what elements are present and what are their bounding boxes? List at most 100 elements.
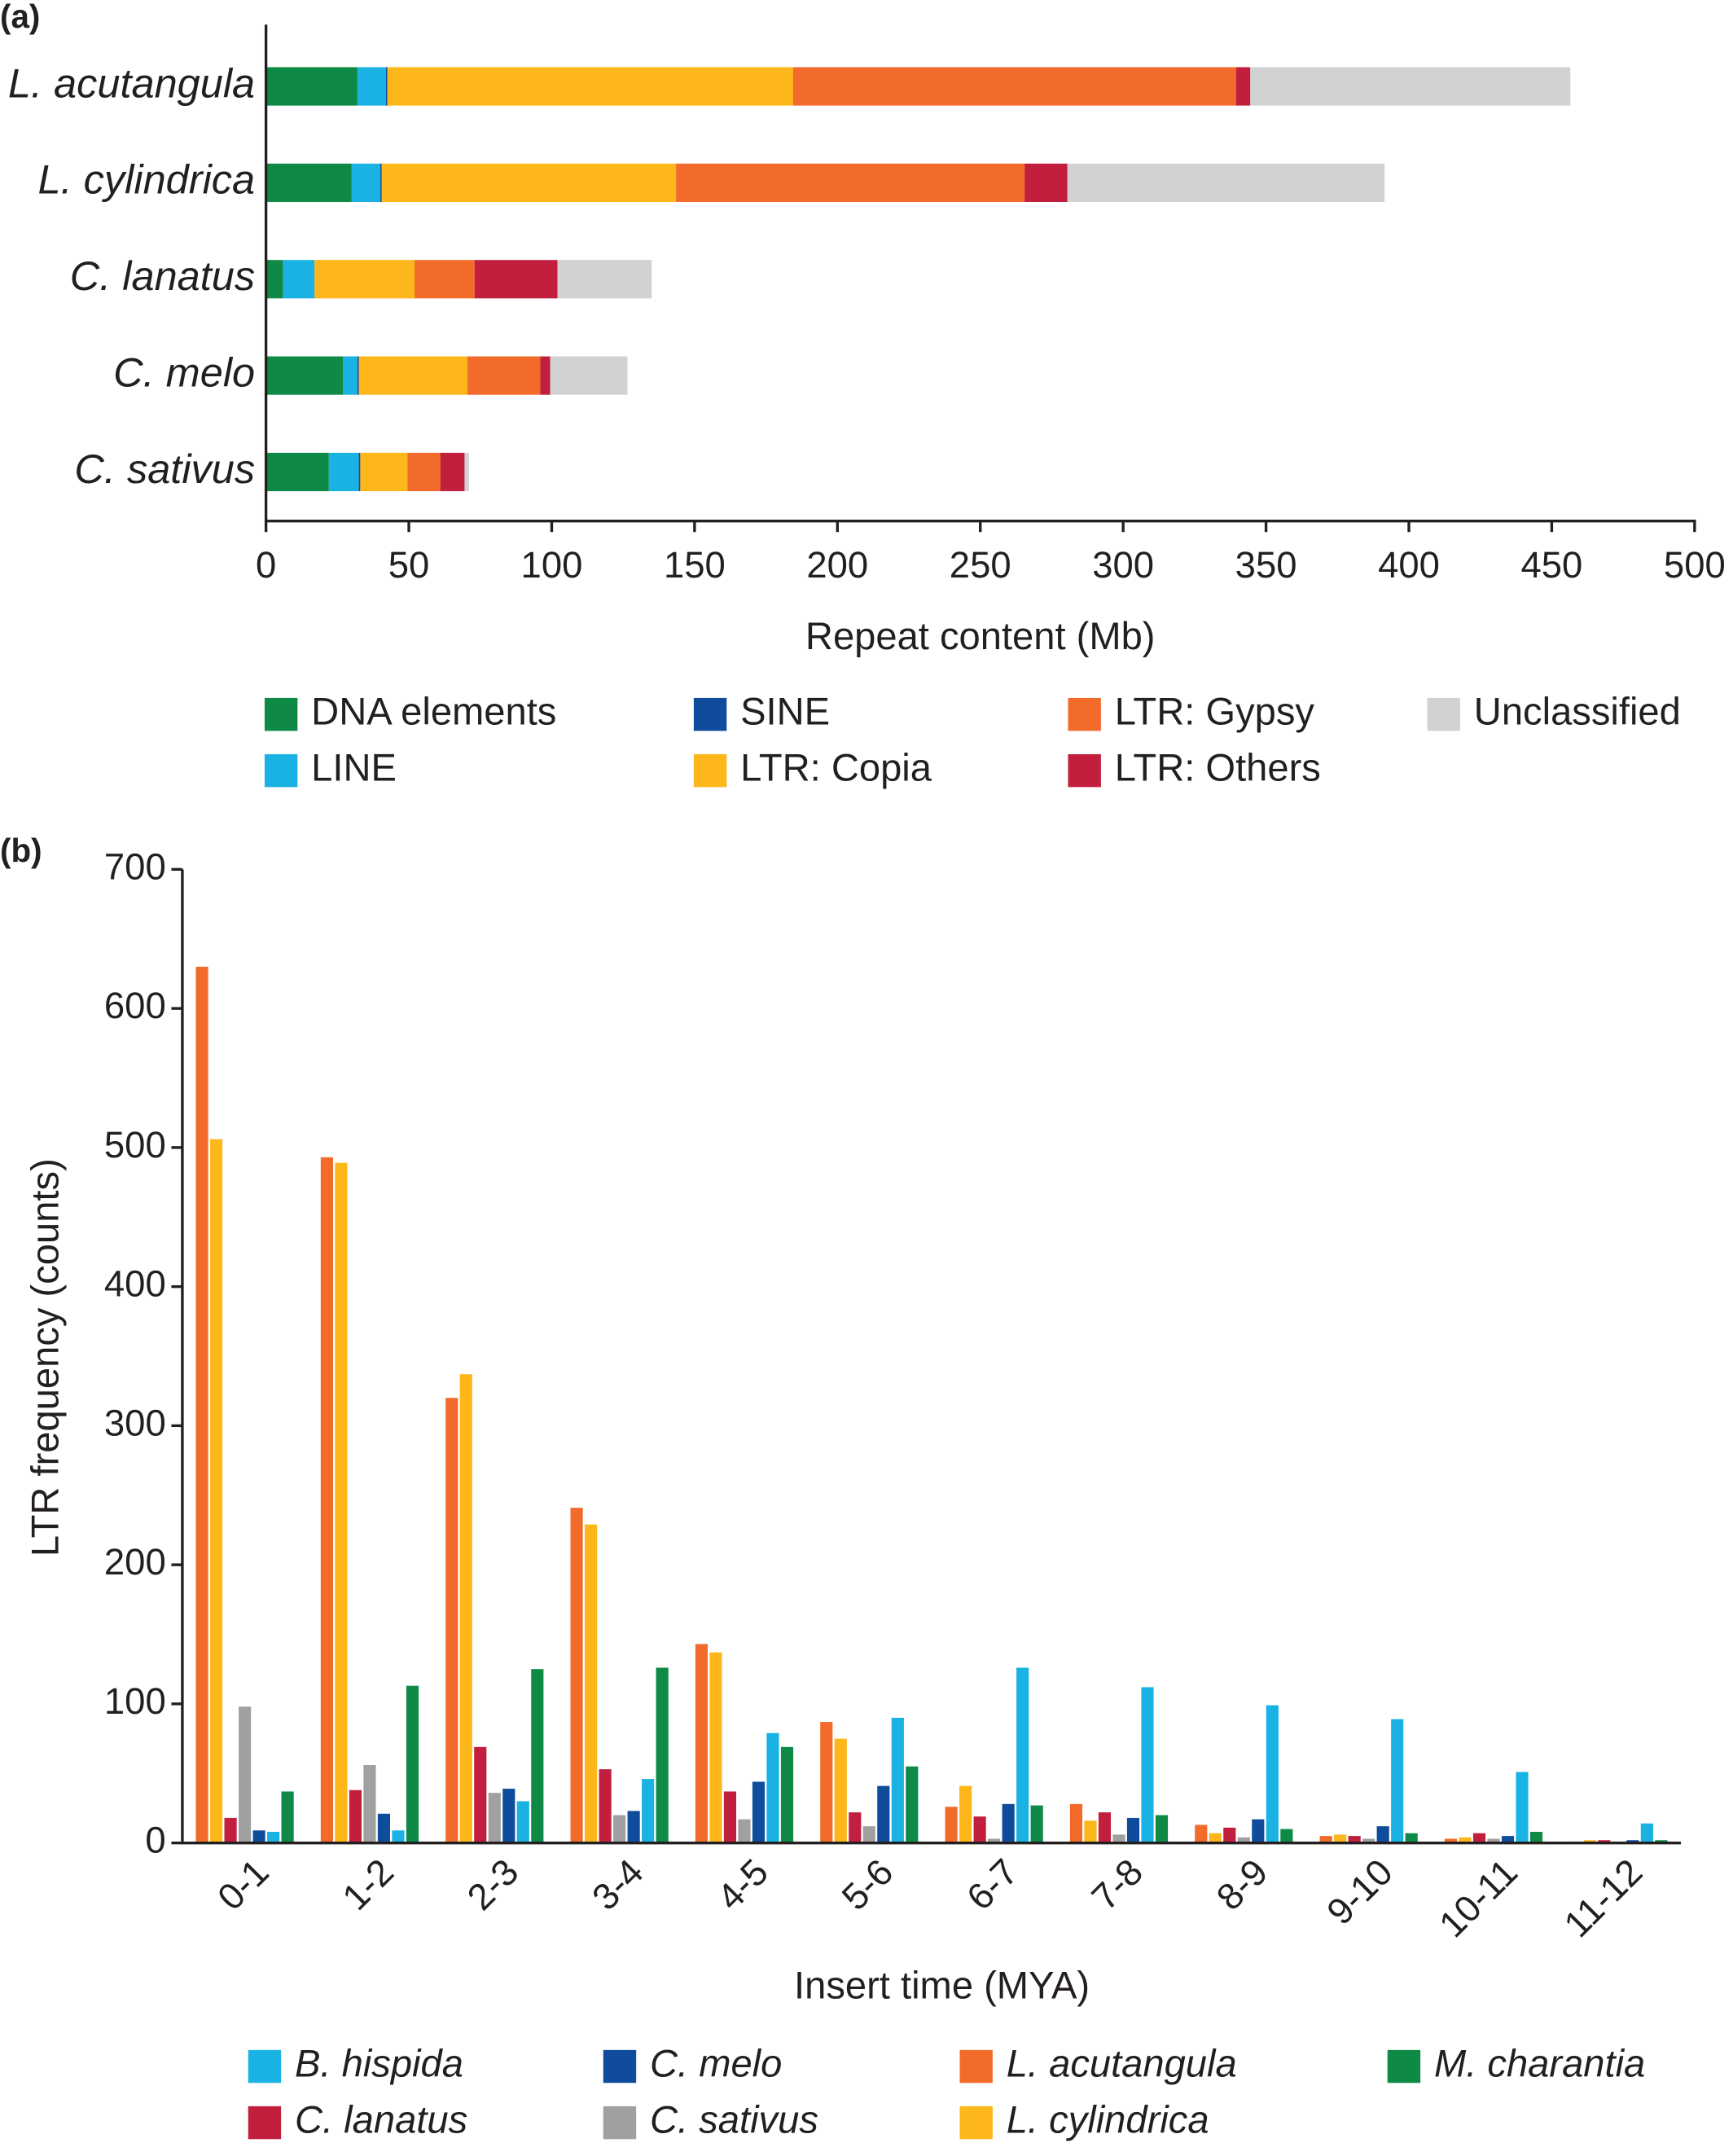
legend-label: L. acutangula [1007, 2042, 1237, 2085]
bar-segment [1250, 67, 1571, 106]
bar [210, 1139, 223, 1843]
legend-swatch [248, 2106, 282, 2140]
bar [820, 1722, 833, 1843]
bar [195, 966, 208, 1843]
legend-label: LINE [311, 746, 397, 789]
bar-segment [328, 452, 359, 492]
bar [531, 1669, 544, 1843]
bar-segment [415, 260, 475, 299]
legend-label: M. charantia [1434, 2042, 1645, 2085]
legend-swatch [959, 2049, 993, 2084]
bar [1112, 1834, 1125, 1843]
bar [459, 1374, 472, 1843]
legend-swatch [693, 697, 727, 731]
bar [780, 1746, 794, 1843]
bar-segment [265, 163, 352, 202]
bar [1626, 1840, 1639, 1843]
x-tick-label: 2-3 [459, 1851, 526, 1917]
bar [1084, 1820, 1097, 1843]
bar [1223, 1827, 1236, 1843]
x-axis-title: Insert time (MYA) [794, 1964, 1090, 2007]
bar [1334, 1834, 1347, 1843]
bar [1252, 1819, 1265, 1843]
bar [445, 1398, 458, 1843]
x-tick-label: 3-4 [584, 1851, 651, 1917]
bar-segment [314, 260, 415, 299]
bar [752, 1781, 766, 1843]
y-tick-label: 300 [104, 1402, 166, 1443]
legend-swatch [248, 2049, 282, 2084]
x-tick-label: 200 [806, 544, 868, 586]
bar [239, 1706, 252, 1843]
bar [723, 1791, 737, 1843]
bar [1348, 1836, 1361, 1843]
x-tick-label: 4-5 [709, 1851, 776, 1917]
legend-label: Unclassified [1474, 690, 1681, 733]
y-tick-label: 600 [104, 985, 166, 1026]
bar-segment [407, 452, 441, 492]
y-tick-label: L. acutangula [8, 59, 255, 106]
x-tick-label: 0 [256, 544, 276, 586]
legend-swatch [264, 753, 298, 788]
legend-label: DNA elements [311, 690, 556, 733]
bar [406, 1685, 419, 1843]
x-tick-label: 6-7 [959, 1851, 1025, 1917]
panel-label: (b) [0, 832, 42, 869]
bar [1529, 1831, 1543, 1843]
legend-label: LTR: Others [1115, 746, 1321, 789]
legend-label: L. cylindrica [1007, 2098, 1209, 2141]
bar [224, 1817, 237, 1843]
bar [320, 1157, 333, 1843]
bar-segment [1067, 163, 1385, 202]
bar [281, 1791, 294, 1843]
bar [1472, 1833, 1486, 1843]
y-tick-label: C. sativus [74, 446, 255, 492]
x-tick-label: 1-2 [335, 1851, 401, 1917]
x-tick-label: 10-11 [1431, 1851, 1525, 1945]
bar [585, 1524, 598, 1843]
y-tick-label: C. lanatus [70, 252, 255, 299]
y-tick-label: 100 [104, 1680, 166, 1722]
x-axis-title: Repeat content (Mb) [805, 614, 1156, 657]
bar [392, 1830, 405, 1843]
bar-segment [360, 452, 408, 492]
bar [1016, 1667, 1029, 1843]
bar-segment [385, 67, 388, 106]
y-tick-label: 0 [145, 1820, 165, 1861]
bar [973, 1816, 986, 1843]
bar [1444, 1838, 1458, 1843]
bar [1362, 1838, 1375, 1843]
x-tick-label: 250 [950, 544, 1011, 586]
legend-swatch [1068, 753, 1101, 788]
bar-segment [792, 67, 1236, 106]
legend-label: C. lanatus [295, 2098, 467, 2141]
bar [349, 1789, 362, 1843]
x-tick-label: 300 [1092, 544, 1154, 586]
y-tick-label: L. cylindrica [38, 156, 256, 203]
bar [906, 1766, 919, 1843]
bar-segment [265, 356, 344, 395]
legend-label: SINE [740, 690, 830, 733]
bar [1598, 1840, 1611, 1843]
panel-label: (a) [0, 0, 40, 35]
x-tick-label: 400 [1378, 544, 1440, 586]
bar-segment [1235, 67, 1251, 106]
bar-segment [464, 452, 469, 492]
bar-segment [351, 163, 380, 202]
bar-segment [1024, 163, 1068, 202]
bar-segment [387, 67, 793, 106]
bar [1209, 1833, 1222, 1843]
legend-swatch [693, 753, 727, 788]
x-tick-label: 11-12 [1556, 1851, 1651, 1945]
bar [695, 1644, 709, 1843]
bar [988, 1838, 1001, 1843]
legend-swatch [603, 2106, 637, 2140]
bar-segment [467, 356, 541, 395]
bar [1516, 1772, 1529, 1843]
x-tick-label: 100 [521, 544, 583, 586]
bar [488, 1793, 501, 1843]
bar [1266, 1705, 1279, 1843]
y-tick-label: 400 [104, 1263, 166, 1305]
